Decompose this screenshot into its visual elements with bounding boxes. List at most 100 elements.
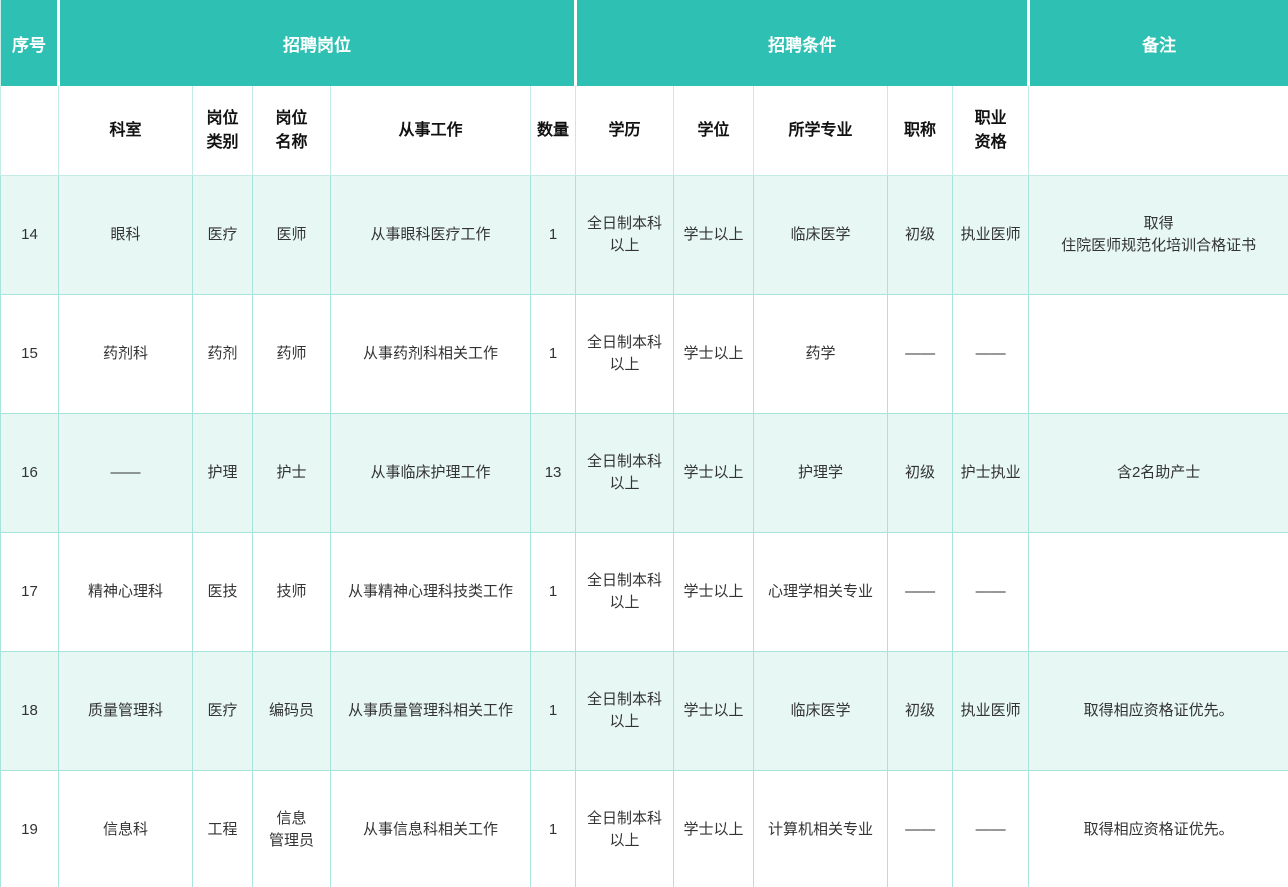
cell-qualification: 执业医师 xyxy=(952,651,1030,771)
cell-degree: 学士以上 xyxy=(673,532,755,652)
cell-major: 计算机相关专业 xyxy=(753,770,889,887)
subheader-degree: 学位 xyxy=(673,86,755,176)
header-group-position: 招聘岗位 xyxy=(56,0,576,86)
subheader-quantity: 数量 xyxy=(529,86,577,176)
cell-serial: 19 xyxy=(0,770,59,887)
table-row-17: 17 精神心理科 医技 技师 从事精神心理科技类工作 1 全日制本科 以上 学士… xyxy=(0,532,1288,652)
subheader-title: 职称 xyxy=(887,86,954,176)
cell-quantity: 1 xyxy=(529,294,577,414)
cell-education: 全日制本科 以上 xyxy=(575,413,675,533)
cell-work: 从事信息科相关工作 xyxy=(330,770,531,887)
table-row-19: 19 信息科 工程 信息 管理员 从事信息科相关工作 1 全日制本科 以上 学士… xyxy=(0,770,1288,887)
cell-major: 临床医学 xyxy=(753,651,889,771)
header-serial: 序号 xyxy=(0,0,59,86)
cell-post-name: 护士 xyxy=(252,413,331,533)
cell-department: —— xyxy=(58,413,193,533)
cell-degree: 学士以上 xyxy=(673,175,755,295)
cell-education: 全日制本科 以上 xyxy=(575,175,675,295)
cell-post-name: 药师 xyxy=(252,294,331,414)
table-body: 14 眼科 医疗 医师 从事眼科医疗工作 1 全日制本科 以上 学士以上 临床医… xyxy=(0,175,1288,887)
cell-degree: 学士以上 xyxy=(673,294,755,414)
cell-education: 全日制本科 以上 xyxy=(575,770,675,887)
table-row-15: 15 药剂科 药剂 药师 从事药剂科相关工作 1 全日制本科 以上 学士以上 药… xyxy=(0,294,1288,414)
header-group-condition: 招聘条件 xyxy=(574,0,1029,86)
cell-quantity: 1 xyxy=(529,175,577,295)
cell-degree: 学士以上 xyxy=(673,651,755,771)
subheader-empty-serial xyxy=(0,86,59,176)
subheader-major: 所学专业 xyxy=(753,86,889,176)
table-row-16: 16 —— 护理 护士 从事临床护理工作 13 全日制本科 以上 学士以上 护理… xyxy=(0,413,1288,533)
subheader-education: 学历 xyxy=(575,86,675,176)
cell-remark: 含2名助产士 xyxy=(1028,413,1288,533)
cell-qualification: —— xyxy=(952,770,1030,887)
cell-education: 全日制本科 以上 xyxy=(575,651,675,771)
cell-work: 从事临床护理工作 xyxy=(330,413,531,533)
cell-title: 初级 xyxy=(887,413,954,533)
cell-quantity: 1 xyxy=(529,651,577,771)
header-sub-row: 科室 岗位 类别 岗位 名称 从事工作 数量 学历 学位 所学专业 职称 职业 … xyxy=(0,86,1288,176)
cell-post-category: 工程 xyxy=(192,770,253,887)
cell-post-category: 护理 xyxy=(192,413,253,533)
cell-title: —— xyxy=(887,294,954,414)
cell-quantity: 1 xyxy=(529,770,577,887)
cell-title: 初级 xyxy=(887,651,954,771)
subheader-empty-remark xyxy=(1028,86,1288,176)
cell-remark xyxy=(1028,532,1288,652)
cell-department: 药剂科 xyxy=(58,294,193,414)
cell-education: 全日制本科 以上 xyxy=(575,532,675,652)
cell-quantity: 1 xyxy=(529,532,577,652)
cell-remark: 取得 住院医师规范化培训合格证书 xyxy=(1028,175,1288,295)
cell-serial: 18 xyxy=(0,651,59,771)
subheader-qualification: 职业 资格 xyxy=(952,86,1030,176)
cell-work: 从事质量管理科相关工作 xyxy=(330,651,531,771)
cell-quantity: 13 xyxy=(529,413,577,533)
cell-qualification: 护士执业 xyxy=(952,413,1030,533)
cell-department: 质量管理科 xyxy=(58,651,193,771)
cell-degree: 学士以上 xyxy=(673,413,755,533)
cell-post-category: 药剂 xyxy=(192,294,253,414)
table-header: 序号 招聘岗位 招聘条件 备注 科室 岗位 类别 岗位 名称 从事工作 数量 学… xyxy=(0,0,1288,176)
cell-department: 眼科 xyxy=(58,175,193,295)
cell-major: 心理学相关专业 xyxy=(753,532,889,652)
header-remark: 备注 xyxy=(1027,0,1288,86)
cell-work: 从事眼科医疗工作 xyxy=(330,175,531,295)
cell-qualification: 执业医师 xyxy=(952,175,1030,295)
subheader-department: 科室 xyxy=(58,86,193,176)
cell-title: —— xyxy=(887,770,954,887)
cell-qualification: —— xyxy=(952,294,1030,414)
cell-post-category: 医技 xyxy=(192,532,253,652)
cell-work: 从事精神心理科技类工作 xyxy=(330,532,531,652)
cell-work: 从事药剂科相关工作 xyxy=(330,294,531,414)
cell-serial: 17 xyxy=(0,532,59,652)
cell-major: 护理学 xyxy=(753,413,889,533)
cell-post-name: 技师 xyxy=(252,532,331,652)
cell-serial: 16 xyxy=(0,413,59,533)
cell-degree: 学士以上 xyxy=(673,770,755,887)
cell-title: 初级 xyxy=(887,175,954,295)
cell-qualification: —— xyxy=(952,532,1030,652)
cell-major: 药学 xyxy=(753,294,889,414)
table-row-18: 18 质量管理科 医疗 编码员 从事质量管理科相关工作 1 全日制本科 以上 学… xyxy=(0,651,1288,771)
cell-post-name: 信息 管理员 xyxy=(252,770,331,887)
table-row-14: 14 眼科 医疗 医师 从事眼科医疗工作 1 全日制本科 以上 学士以上 临床医… xyxy=(0,175,1288,295)
header-group-row: 序号 招聘岗位 招聘条件 备注 xyxy=(0,0,1288,86)
subheader-work: 从事工作 xyxy=(330,86,531,176)
cell-title: —— xyxy=(887,532,954,652)
cell-serial: 14 xyxy=(0,175,59,295)
cell-major: 临床医学 xyxy=(753,175,889,295)
cell-remark: 取得相应资格证优先。 xyxy=(1028,651,1288,771)
cell-department: 精神心理科 xyxy=(58,532,193,652)
cell-remark: 取得相应资格证优先。 xyxy=(1028,770,1288,887)
cell-remark xyxy=(1028,294,1288,414)
subheader-post-category: 岗位 类别 xyxy=(192,86,253,176)
cell-department: 信息科 xyxy=(58,770,193,887)
cell-post-category: 医疗 xyxy=(192,175,253,295)
cell-education: 全日制本科 以上 xyxy=(575,294,675,414)
cell-serial: 15 xyxy=(0,294,59,414)
subheader-post-name: 岗位 名称 xyxy=(252,86,331,176)
cell-post-category: 医疗 xyxy=(192,651,253,771)
cell-post-name: 编码员 xyxy=(252,651,331,771)
cell-post-name: 医师 xyxy=(252,175,331,295)
